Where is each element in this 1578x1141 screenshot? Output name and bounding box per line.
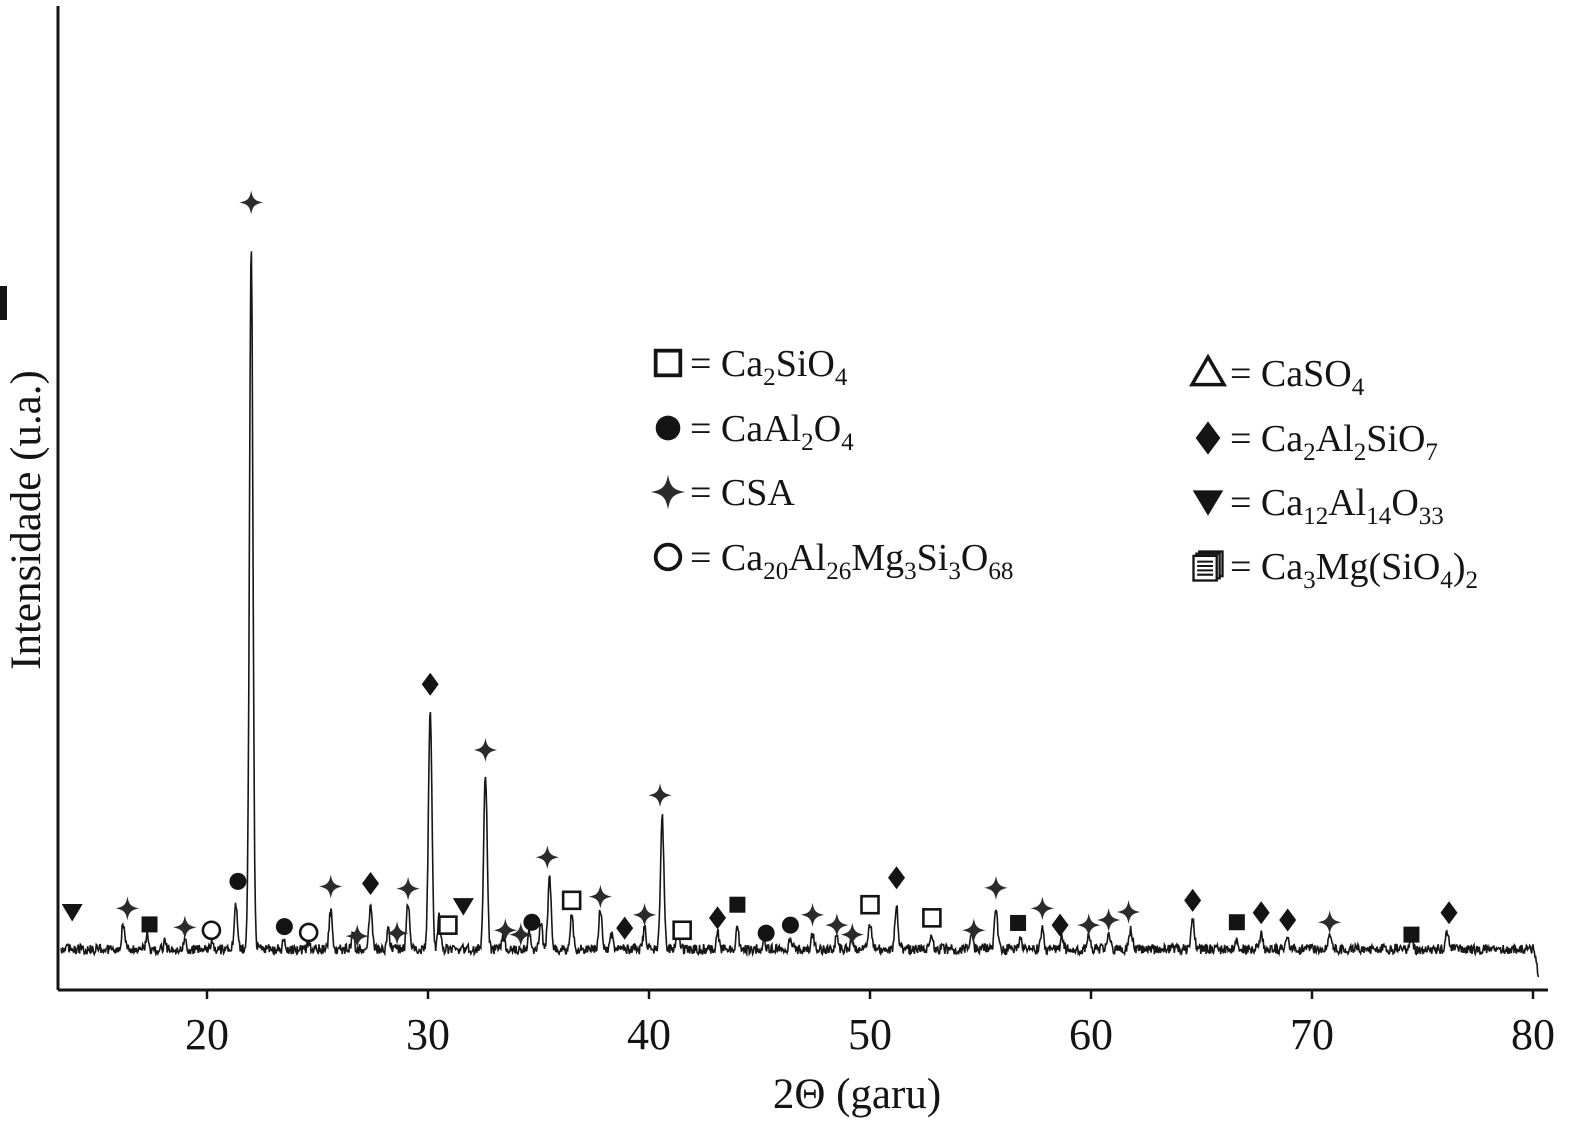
diamond-filled-icon [1195, 421, 1221, 455]
x-tick-label: 70 [1290, 1010, 1334, 1059]
legend-item: = CaSO4 [1189, 353, 1365, 401]
peak-marker-diamond-filled [421, 672, 439, 696]
peak-marker-star4 [961, 918, 986, 943]
peak-marker-diamond-filled [888, 866, 906, 890]
diffraction-curve [60, 251, 1540, 978]
peak-marker-circle-filled [757, 924, 775, 942]
peak-marker-circle-filled [229, 872, 247, 890]
legend-label: = Ca12Al14O33 [1230, 482, 1444, 530]
peak-marker-star4 [648, 783, 673, 808]
x-tick-label: 50 [848, 1010, 892, 1059]
legend-item: = CaAl2O4 [655, 408, 854, 456]
peak-marker-circle-filled [275, 918, 293, 936]
peak-marker-square-filled [1228, 914, 1245, 931]
square-open-icon [653, 348, 683, 378]
triangle-open-icon [1189, 353, 1227, 387]
peak-marker-star4 [588, 884, 613, 909]
peak-marker-triangle-down-filled [452, 898, 474, 916]
peak-marker-diamond-filled [616, 916, 634, 940]
peak-marker-star4 [493, 918, 518, 943]
legend-label: = Ca3Mg(SiO4)2 [1230, 546, 1478, 594]
peak-marker-square-open [922, 908, 942, 928]
peak-marker-circle-filled [781, 916, 799, 934]
peak-marker-square-open [438, 915, 458, 935]
peak-marker-star4 [840, 922, 865, 947]
peak-marker-diamond-filled [362, 872, 380, 896]
peak-marker-star4 [345, 924, 370, 949]
peak-marker-square-filled [729, 896, 746, 913]
legend: = Ca2SiO4 = CaAl2O4 = CSA = Ca20Al26Mg3Si3O… [650, 343, 1478, 594]
peak-marker-star4 [508, 922, 533, 947]
peak-marker-star4 [172, 915, 197, 940]
peak-marker-diamond-filled [1440, 901, 1458, 925]
peak-marker-diamond-filled [709, 906, 727, 930]
legend-label: = CSA [690, 472, 795, 514]
peak-marker-square-open [672, 920, 692, 941]
diffraction-curve-layer [60, 251, 1540, 978]
legend-label: = Ca2Al2SiO7 [1230, 418, 1438, 466]
legend-label: = Ca20Al26Mg3Si3O68 [690, 537, 1013, 585]
peak-marker-diamond-filled [1184, 888, 1202, 912]
x-tick-label: 80 [1511, 1010, 1555, 1059]
star4-icon [650, 474, 686, 510]
peak-marker-star4 [824, 913, 849, 938]
legend-item: = Ca3Mg(SiO4)2 [1192, 546, 1478, 594]
circle-filled-icon [655, 415, 681, 441]
peak-marker-star4 [632, 902, 657, 927]
x-tick-label: 30 [406, 1010, 450, 1059]
legend-item: = Ca12Al14O33 [1192, 482, 1444, 530]
peak-marker-star4 [239, 190, 264, 215]
peak-marker-star4 [318, 874, 343, 899]
peak-marker-star4 [1076, 913, 1101, 938]
peak-marker-star4 [473, 737, 498, 762]
peak-marker-diamond-filled [1279, 908, 1297, 932]
peak-marker-square-open [561, 890, 582, 911]
peak-marker-square-filled [1403, 926, 1420, 943]
peak-marker-star4 [396, 876, 421, 901]
peak-marker-square-open [860, 894, 880, 915]
circle-open-icon [653, 542, 683, 572]
legend-item: = Ca2Al2SiO7 [1195, 418, 1438, 466]
legend-item: = CSA [650, 472, 795, 514]
peak-marker-circle-open [298, 922, 319, 943]
peak-marker-square-filled [141, 916, 158, 933]
x-tick-label: 60 [1069, 1010, 1113, 1059]
peak-marker-star4 [1116, 900, 1141, 925]
triangle-down-filled-icon [1192, 490, 1224, 516]
y-axis-label: Intensidade (u.a.) [3, 370, 50, 670]
legend-item: = Ca2SiO4 [653, 343, 848, 391]
peak-marker-star4 [1317, 910, 1342, 935]
legend-label: = CaAl2O4 [690, 408, 854, 456]
x-tick-label: 40 [627, 1010, 671, 1059]
peak-marker-circle-open [201, 920, 222, 941]
peak-marker-star4 [983, 875, 1008, 900]
peak-marker-star4 [385, 921, 410, 946]
peak-marker-triangle-down-filled [61, 904, 83, 922]
x-axis-label: 2Θ (garu) [773, 1071, 941, 1118]
legend-label: = Ca2SiO4 [690, 343, 848, 391]
peak-marker-star4 [800, 902, 825, 927]
legend-label: = CaSO4 [1230, 353, 1365, 401]
legend-item: = Ca20Al26Mg3Si3O68 [653, 537, 1013, 585]
peak-marker-diamond-filled [1252, 901, 1270, 925]
peak-marker-star4 [1030, 896, 1055, 921]
peak-marker-star4 [115, 896, 140, 921]
peak-marker-circle-filled [523, 913, 541, 931]
peak-marker-star4 [535, 845, 560, 870]
scan-artifact [0, 286, 7, 320]
peak-marker-diamond-filled [1051, 913, 1069, 937]
phase-marker-layer [61, 190, 1458, 949]
peak-marker-square-filled [1010, 914, 1027, 931]
pages-icon [1192, 550, 1224, 582]
axis-layer: 20 30 40 50 60 70 80 [56, 6, 1555, 1059]
peak-marker-star4 [1096, 908, 1121, 933]
x-tick-label: 20 [185, 1010, 229, 1059]
